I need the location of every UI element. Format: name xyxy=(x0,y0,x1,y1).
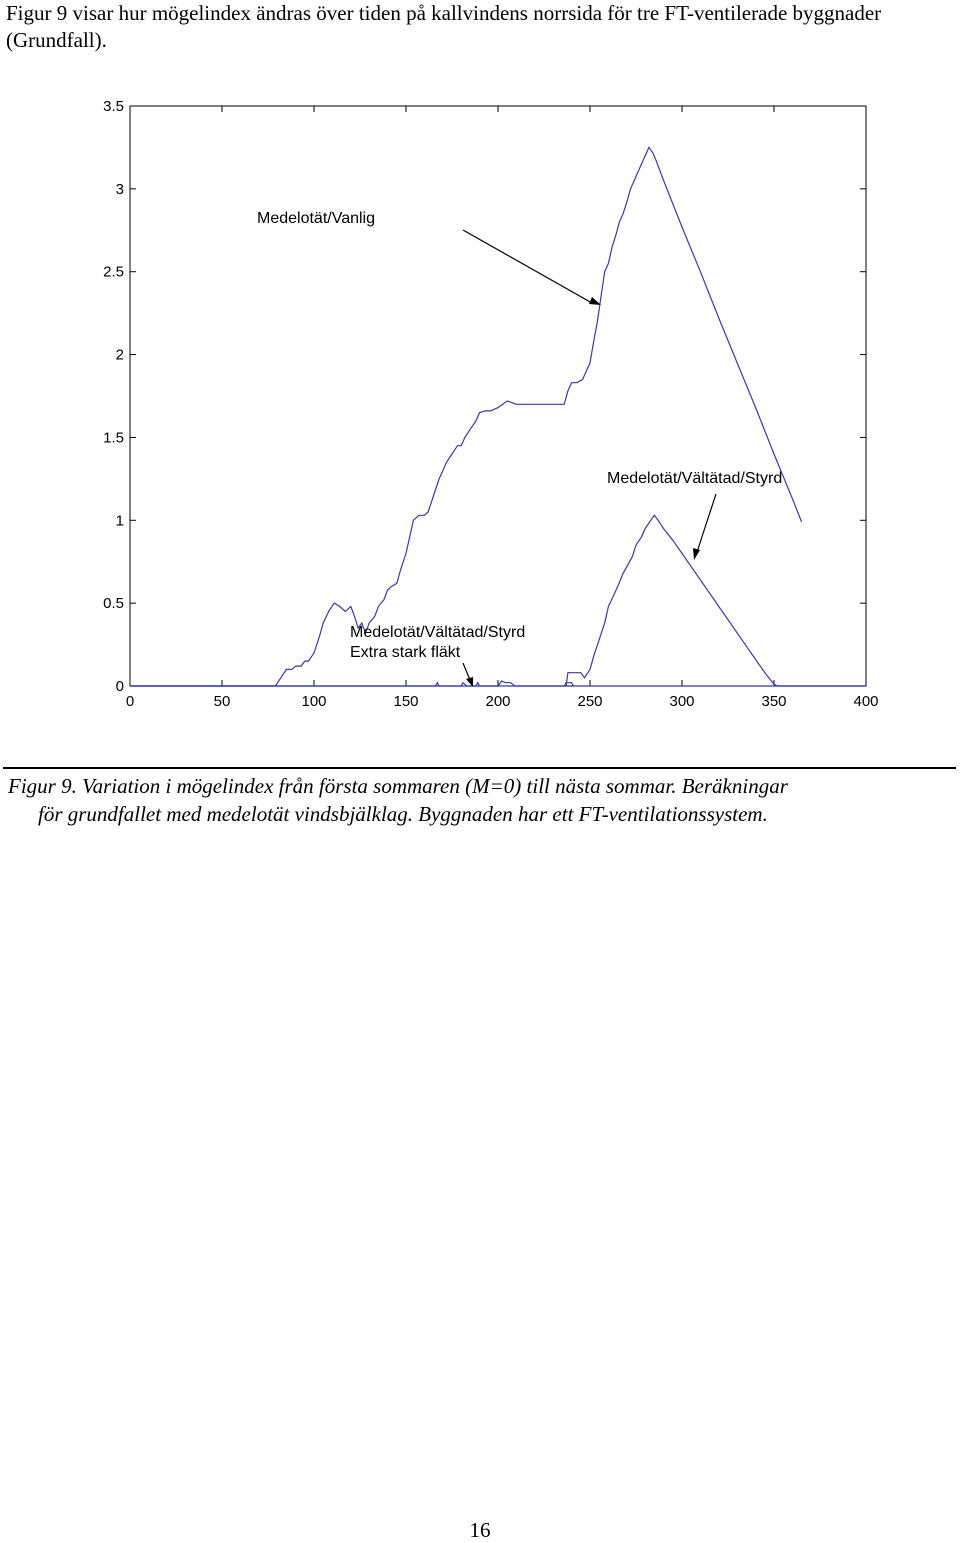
axis-ticks: 0 50 100 150 200 250 300 350 400 0 0.5 1 1.5 2 2.5 3 3.5 xyxy=(103,98,878,710)
annotations: Medelotät/Vanlig Medelotät/Vältätad/Styr… xyxy=(257,210,782,687)
y-tick-label: 3 xyxy=(116,181,124,198)
x-tick-label: 250 xyxy=(577,693,602,710)
series-line-1 xyxy=(130,514,866,687)
intro-paragraph: Figur 9 visar hur mögelindex ändras över… xyxy=(6,1,882,52)
caption-rule xyxy=(3,767,956,769)
caption-line-2: för grundfallet med medelotät vindsbjälk… xyxy=(38,802,768,826)
x-tick-label: 300 xyxy=(669,693,694,710)
series-line-2 xyxy=(130,680,866,687)
chart-canvas: 0 50 100 150 200 250 300 350 400 0 0.5 1 1.5 2 2.5 3 3.5… xyxy=(103,98,878,710)
y-tick-label: 0.5 xyxy=(103,595,124,612)
annotation-extra-stark-line2: Extra stark fläkt xyxy=(350,644,461,661)
y-tick-label: 0 xyxy=(116,678,124,695)
y-tick-label: 3.5 xyxy=(103,98,124,115)
y-tick-label: 2 xyxy=(116,347,124,364)
x-tick-label: 400 xyxy=(853,693,878,710)
x-tick-label: 0 xyxy=(126,693,134,710)
arrow-extra-stark xyxy=(462,662,471,681)
arrow-valtatad-styrd xyxy=(696,493,717,553)
annotation-valtatad-styrd: Medelotät/Vältätad/Styrd xyxy=(607,470,782,487)
y-tick-label: 1 xyxy=(116,512,124,529)
x-tick-label: 200 xyxy=(485,693,510,710)
caption-line-1: Figur 9. Variation i mögelindex från för… xyxy=(8,774,788,798)
y-tick-label: 2.5 xyxy=(103,264,124,281)
y-tick-label: 1.5 xyxy=(103,429,124,446)
arrowhead-valtatad-styrd xyxy=(693,548,700,560)
mold-index-chart: 0 50 100 150 200 250 300 350 400 0 0.5 1 1.5 2 2.5 3 3.5… xyxy=(0,90,960,720)
x-tick-label: 150 xyxy=(393,693,418,710)
plot-frame xyxy=(129,105,867,687)
x-tick-label: 100 xyxy=(301,693,326,710)
annotation-vanlig: Medelotät/Vanlig xyxy=(257,210,375,227)
x-tick-label: 50 xyxy=(214,693,231,710)
series-lines xyxy=(130,146,866,687)
arrowhead-vanlig xyxy=(589,297,601,305)
page-number: 16 xyxy=(469,1518,491,1542)
annotation-extra-stark-line1: Medelotät/Vältätad/Styrd xyxy=(350,624,525,641)
x-tick-label: 350 xyxy=(761,693,786,710)
series-line-0 xyxy=(130,146,803,687)
arrow-vanlig xyxy=(462,229,593,304)
figure-caption: Figur 9. Variation i mögelindex från för… xyxy=(8,772,958,828)
arrowhead-extra-stark xyxy=(466,677,473,687)
